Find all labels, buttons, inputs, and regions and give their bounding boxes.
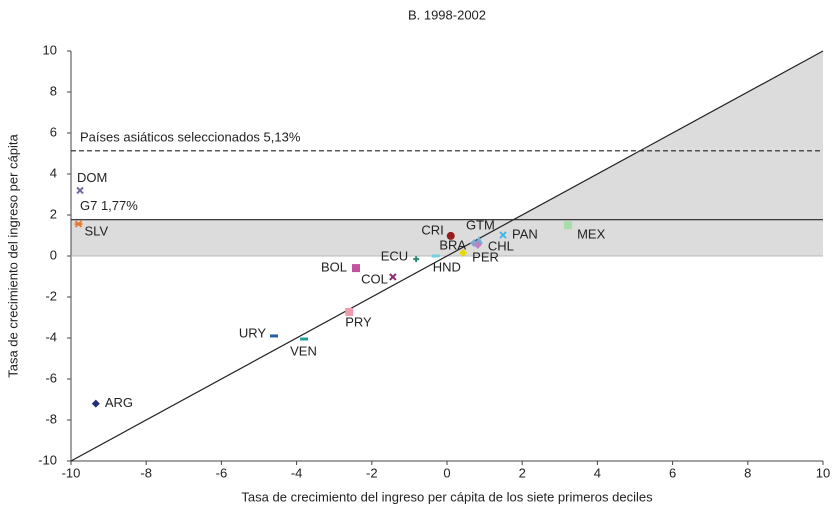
y-tick-label: -2 bbox=[45, 288, 57, 303]
point-label: MEX bbox=[577, 227, 606, 242]
point bbox=[270, 334, 279, 338]
point bbox=[300, 337, 309, 341]
point bbox=[413, 256, 420, 263]
y-tick-label: -6 bbox=[45, 370, 57, 385]
x-tick-label: -10 bbox=[62, 465, 81, 480]
y-tick-label: 2 bbox=[50, 206, 57, 221]
point-label: URY bbox=[239, 325, 267, 340]
point-label: HND bbox=[433, 259, 461, 274]
chart-title: B. 1998-2002 bbox=[408, 7, 486, 22]
point-label: DOM bbox=[77, 170, 107, 185]
point bbox=[352, 264, 361, 273]
point-label: CRI bbox=[421, 222, 443, 237]
point-label: BRA bbox=[439, 238, 466, 253]
point bbox=[91, 399, 100, 408]
point bbox=[446, 231, 455, 240]
shaded-region bbox=[71, 51, 823, 256]
x-tick-label: 4 bbox=[594, 465, 601, 480]
x-tick-label: 0 bbox=[443, 465, 450, 480]
point-label: ARG bbox=[105, 395, 133, 410]
y-tick-label: -10 bbox=[38, 452, 57, 467]
point-label: GTM bbox=[466, 217, 495, 232]
point bbox=[345, 307, 354, 316]
point bbox=[564, 221, 573, 230]
x-tick-label: -8 bbox=[140, 465, 152, 480]
y-tick-label: 0 bbox=[50, 247, 57, 262]
x-tick-label: 6 bbox=[669, 465, 676, 480]
point bbox=[473, 240, 482, 249]
point bbox=[431, 254, 440, 258]
x-tick-label: -6 bbox=[216, 465, 228, 480]
point bbox=[459, 248, 468, 257]
point-label: CHL bbox=[488, 238, 514, 253]
point bbox=[74, 220, 83, 228]
y-tick-label: 8 bbox=[50, 83, 57, 98]
point-label: ECU bbox=[381, 249, 408, 264]
y-tick-label: -4 bbox=[45, 329, 57, 344]
diagonal-line bbox=[70, 50, 824, 462]
y-axis-label: Tasa de crecimiento del ingreso per cápi… bbox=[5, 133, 20, 377]
point-label: PAN bbox=[512, 227, 538, 242]
y-tick-label: 4 bbox=[50, 165, 57, 180]
y-tick-label: 10 bbox=[43, 42, 57, 57]
reference-label: Países asiáticos seleccionados 5,13% bbox=[80, 129, 301, 144]
y-tick-label: -8 bbox=[45, 411, 57, 426]
point-label: BOL bbox=[321, 260, 347, 275]
point-label: PER bbox=[472, 249, 499, 264]
x-tick-label: 10 bbox=[816, 465, 830, 480]
point bbox=[389, 273, 397, 281]
reference-label: G7 1,77% bbox=[80, 198, 138, 213]
x-tick-label: 2 bbox=[519, 465, 526, 480]
x-tick-label: -4 bbox=[291, 465, 303, 480]
point bbox=[499, 231, 507, 239]
point bbox=[76, 186, 84, 195]
point-label: SLV bbox=[85, 223, 109, 238]
x-tick-label: 8 bbox=[744, 465, 751, 480]
point-label: VEN bbox=[290, 343, 317, 358]
point-label: PRY bbox=[345, 314, 372, 329]
point-label: COL bbox=[361, 271, 388, 286]
x-axis-label: Tasa de crecimiento del ingreso per cápi… bbox=[241, 489, 653, 504]
y-tick-label: 6 bbox=[50, 124, 57, 139]
x-tick-label: -2 bbox=[366, 465, 378, 480]
